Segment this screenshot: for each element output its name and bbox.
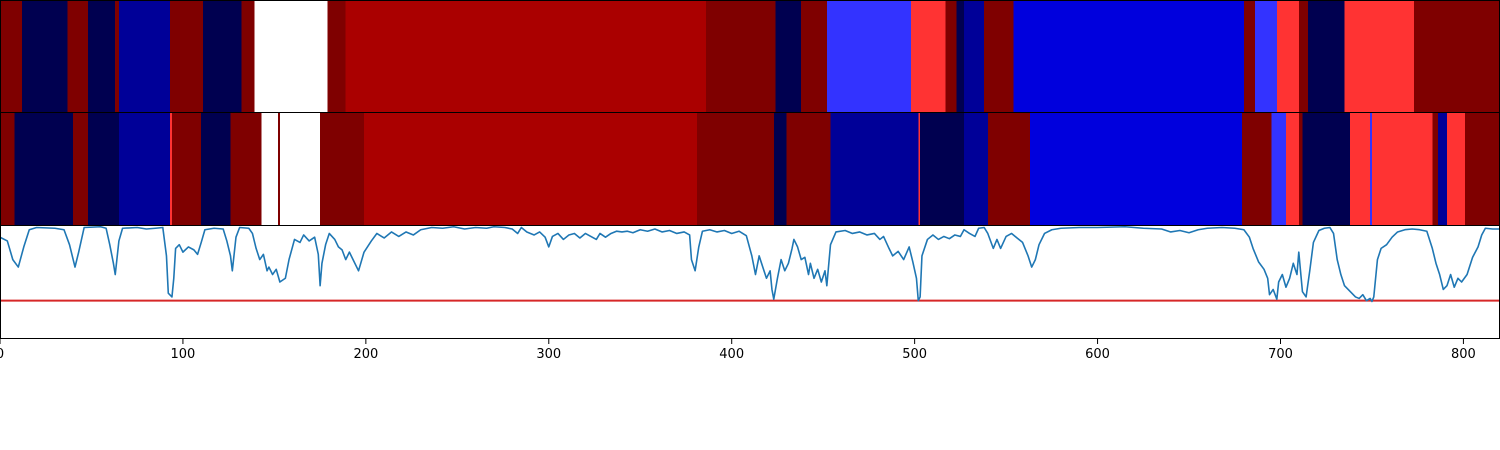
- segment-dark-red: [327, 0, 346, 112]
- segment-none: [254, 0, 328, 112]
- segment-dark-red: [320, 113, 365, 225]
- segment-dark-red: [1414, 0, 1500, 112]
- segment-light-red: [1446, 113, 1466, 225]
- segment-light-blue: [1370, 113, 1372, 225]
- segment-dark-red: [1298, 113, 1303, 225]
- segment-dark-red: [1432, 113, 1438, 225]
- segment-dark-red: [1243, 0, 1255, 112]
- segment-dark-red: [241, 0, 255, 112]
- segmentation-row-top: [0, 0, 1500, 112]
- segment-dark-red: [1298, 0, 1308, 112]
- segment-light-red: [918, 113, 921, 225]
- segment-light-blue: [1271, 113, 1286, 225]
- segment-navy: [201, 113, 231, 225]
- segment-dark-red: [171, 113, 202, 225]
- x-tick-label: 200: [353, 347, 378, 362]
- segment-blue: [118, 113, 171, 225]
- segment-dark-red: [230, 113, 262, 225]
- segment-dark-red: [786, 113, 831, 225]
- segment-dark-red: [801, 0, 827, 112]
- segment-navy: [773, 113, 787, 225]
- segment-blue: [1437, 113, 1447, 225]
- segment-dark-red: [696, 113, 774, 225]
- x-tick-label: 0: [0, 347, 4, 362]
- segment-light-red: [1350, 113, 1371, 225]
- segmentation-row-bottom: [0, 113, 1500, 225]
- segment-navy: [775, 0, 802, 112]
- segment-light-red: [1344, 0, 1415, 112]
- segment-dark-red: [945, 0, 957, 112]
- segment-dark-red: [0, 113, 15, 225]
- segment-dark-red: [278, 113, 280, 225]
- segment-light-blue: [1254, 0, 1277, 112]
- segment-none: [261, 113, 279, 225]
- segment-dark-red: [706, 0, 776, 112]
- segment-dark-red: [170, 0, 204, 112]
- segment-blue: [830, 113, 919, 225]
- segment-light-red: [1276, 0, 1299, 112]
- segment-dark-red: [67, 0, 88, 112]
- segment-light-red: [1285, 113, 1299, 225]
- score-series-line: [0, 225, 1500, 303]
- segment-bright-blue: [1029, 113, 1243, 225]
- segment-light-red: [1371, 113, 1433, 225]
- x-axis: 0 100 200 300 400 500 600 700 800: [0, 339, 1476, 362]
- segment-blue: [118, 0, 171, 112]
- segment-navy: [920, 113, 965, 225]
- x-tick-label: 700: [1268, 347, 1293, 362]
- x-tick-label: 500: [902, 347, 927, 362]
- segment-red: [345, 0, 707, 112]
- segment-navy: [1302, 113, 1350, 225]
- panel-separators: [0, 0, 1500, 339]
- segment-light-red: [170, 113, 172, 225]
- x-tick-label: 300: [536, 347, 561, 362]
- segment-navy: [956, 0, 965, 112]
- segment-navy: [87, 0, 116, 112]
- segment-dark-red: [987, 113, 1030, 225]
- segment-dark-red: [984, 0, 1014, 112]
- segment-navy: [87, 113, 119, 225]
- segment-navy: [203, 0, 242, 112]
- segment-none: [279, 113, 321, 225]
- line-panel-background: [0, 226, 1500, 338]
- x-tick-label: 400: [719, 347, 744, 362]
- x-tick-label: 600: [1085, 347, 1110, 362]
- segment-light-blue: [826, 0, 911, 112]
- segment-bright-blue: [1013, 0, 1244, 112]
- segment-red: [364, 113, 697, 225]
- segment-dark-red: [1465, 113, 1468, 225]
- segment-dark-red: [0, 0, 22, 112]
- segment-navy: [21, 0, 68, 112]
- segment-blue: [964, 113, 988, 225]
- segment-dark-red: [1467, 113, 1500, 225]
- segment-light-red: [910, 0, 946, 112]
- score-line-panel: [0, 225, 1500, 338]
- x-tick-label: 100: [171, 347, 196, 362]
- segment-dark-red: [73, 113, 88, 225]
- segment-navy: [14, 113, 74, 225]
- segment-blue: [964, 0, 985, 112]
- segment-dark-red: [115, 0, 119, 112]
- segment-navy: [1307, 0, 1345, 112]
- x-tick-label: 800: [1451, 347, 1476, 362]
- segment-dark-red: [1242, 113, 1272, 225]
